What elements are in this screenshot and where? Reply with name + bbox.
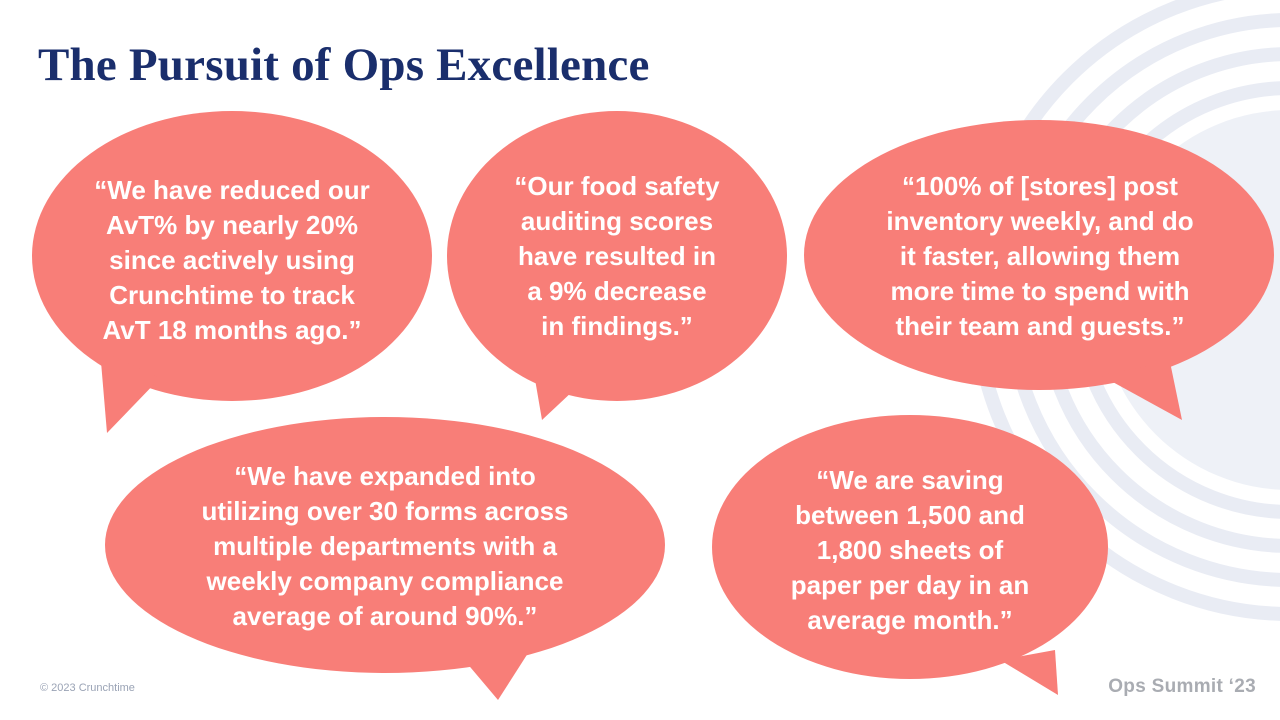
quote-text-2: “Our food safety auditing scores have re… — [514, 170, 720, 341]
speech-bubble-5 — [712, 415, 1108, 695]
copyright-text: © 2023 Crunchtime — [40, 682, 135, 694]
speech-bubble-2 — [447, 111, 787, 420]
page-title: The Pursuit of Ops Excellence — [38, 39, 650, 91]
quote-text-1: “We have reduced our AvT% by nearly 20% … — [94, 174, 370, 345]
event-logo-text: Ops Summit ‘23 — [1108, 676, 1256, 697]
quote-text-3: “100% of [stores] post inventory weekly,… — [886, 170, 1194, 341]
speech-bubble-3 — [804, 120, 1274, 420]
quote-text-4: “We have expanded into utilizing over 30… — [201, 460, 569, 631]
speech-bubble-1 — [32, 111, 432, 433]
speech-bubble-4 — [105, 417, 665, 700]
quote-text-5: “We are saving between 1,500 and 1,800 s… — [790, 464, 1030, 635]
